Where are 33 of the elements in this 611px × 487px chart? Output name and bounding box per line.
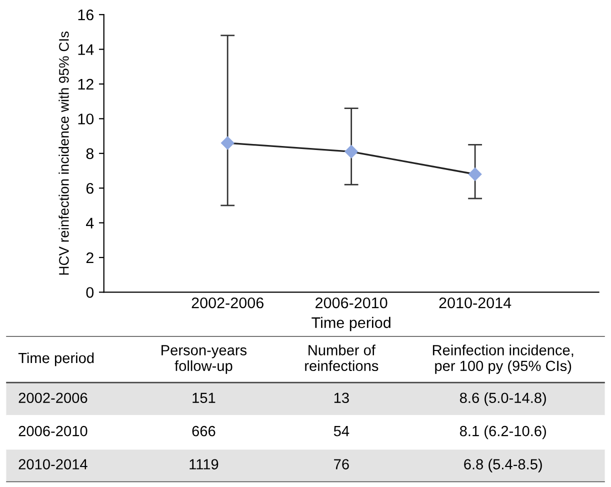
text: Number of reinfections <box>305 344 378 372</box>
data-label: 6.8 (5.4-8.5) <box>464 458 542 472</box>
x-tick-label: 2002-2006 <box>192 297 264 308</box>
point <box>344 145 358 158</box>
y-tick-label: 0 <box>86 287 94 298</box>
y-tick-label: 2 <box>86 252 94 264</box>
text: Time period <box>18 352 94 366</box>
y-tick-label: 12 <box>78 78 94 90</box>
x-tick-label: 2006-2010 <box>316 297 388 308</box>
x-tick-label: 2010-2014 <box>439 297 512 308</box>
y-tick-label: 10 <box>78 114 94 124</box>
point <box>468 168 482 181</box>
y-tick-label: 14 <box>78 44 94 55</box>
category-label: 2002-2006 <box>18 392 88 404</box>
y-axis-title: HCV reinfection incidence with 95% CIs <box>58 32 69 275</box>
category-label: 2010-2014 <box>18 459 88 470</box>
data-label: 13 <box>334 392 349 404</box>
y-tick-label: 4 <box>86 218 94 228</box>
data-label: 666 <box>192 426 216 436</box>
text: Reinfection incidence, per 100 py (95% CIs) <box>432 344 574 374</box>
series-label: Person-years follow-up <box>162 345 247 374</box>
data-label: 8.6 (5.0-14.8) <box>460 392 546 406</box>
y-tick-label: 16 <box>78 9 94 20</box>
data-label: 54 <box>334 426 350 436</box>
data-label: 76 <box>334 459 349 470</box>
y-tick-label: 8 <box>86 148 94 160</box>
x-axis-title: Time period <box>312 316 390 332</box>
data-label: 1119 <box>190 459 218 470</box>
data-label: 151 <box>192 392 216 404</box>
y-tick-label: 6 <box>86 182 94 194</box>
data-label: 8.1 (6.2-10.6) <box>460 426 546 440</box>
category-label: 2006-2010 <box>18 426 88 436</box>
point <box>221 136 234 150</box>
